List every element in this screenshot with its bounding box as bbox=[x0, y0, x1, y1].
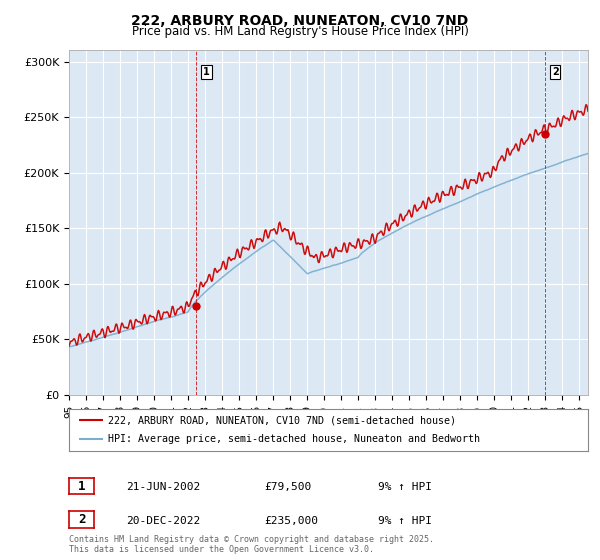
Text: Contains HM Land Registry data © Crown copyright and database right 2025.
This d: Contains HM Land Registry data © Crown c… bbox=[69, 535, 434, 554]
Text: 222, ARBURY ROAD, NUNEATON, CV10 7ND: 222, ARBURY ROAD, NUNEATON, CV10 7ND bbox=[131, 14, 469, 28]
Text: 9% ↑ HPI: 9% ↑ HPI bbox=[378, 516, 432, 526]
Text: 2: 2 bbox=[78, 513, 85, 526]
Text: 20-DEC-2022: 20-DEC-2022 bbox=[126, 516, 200, 526]
Text: 2: 2 bbox=[552, 67, 559, 77]
Text: Price paid vs. HM Land Registry's House Price Index (HPI): Price paid vs. HM Land Registry's House … bbox=[131, 25, 469, 38]
Text: 1: 1 bbox=[203, 67, 209, 77]
Text: HPI: Average price, semi-detached house, Nuneaton and Bedworth: HPI: Average price, semi-detached house,… bbox=[108, 435, 480, 445]
Text: 9% ↑ HPI: 9% ↑ HPI bbox=[378, 482, 432, 492]
Text: £235,000: £235,000 bbox=[264, 516, 318, 526]
Text: 1: 1 bbox=[78, 479, 85, 493]
Text: 222, ARBURY ROAD, NUNEATON, CV10 7ND (semi-detached house): 222, ARBURY ROAD, NUNEATON, CV10 7ND (se… bbox=[108, 415, 456, 425]
Text: 21-JUN-2002: 21-JUN-2002 bbox=[126, 482, 200, 492]
Text: £79,500: £79,500 bbox=[264, 482, 311, 492]
